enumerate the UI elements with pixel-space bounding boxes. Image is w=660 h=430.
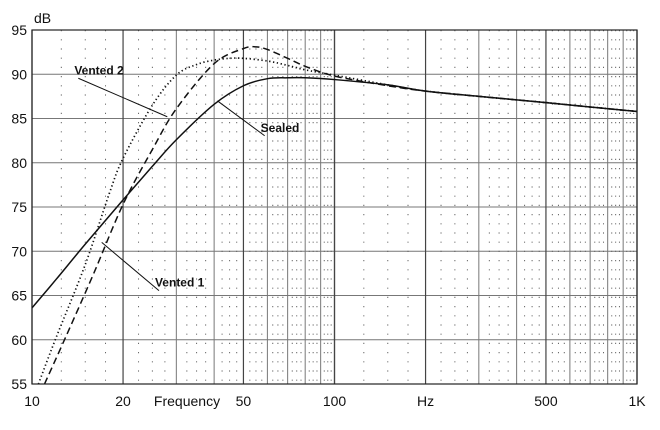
y-tick-label: 70 (11, 243, 27, 259)
series-line-vented-2 (37, 57, 638, 385)
y-axis-label: dB (34, 10, 51, 26)
series-layer (31, 45, 638, 385)
annotation-label: Sealed (261, 121, 300, 135)
y-tick-label: 95 (11, 22, 27, 38)
annotation-label: Vented 1 (155, 276, 205, 290)
y-tick-label: 65 (11, 288, 27, 304)
x-tick-label: 10 (24, 393, 40, 409)
y-tick-label: 60 (11, 332, 27, 348)
x-tick-label: 1K (628, 393, 646, 409)
x-tick-label: 100 (323, 393, 347, 409)
annotation-leader (217, 100, 265, 137)
y-tick-label: 85 (11, 111, 27, 127)
y-tick-label: 55 (11, 376, 27, 392)
x-tick-label: Hz (417, 393, 434, 409)
annotation-label: Vented 2 (74, 63, 124, 77)
x-tick-label: 500 (534, 393, 558, 409)
x-tick-label: 50 (236, 393, 252, 409)
x-tick-label: 20 (115, 393, 131, 409)
annotation-leader (101, 242, 160, 292)
plot-border (31, 29, 638, 385)
y-tick-label: 80 (11, 155, 27, 171)
tick-label-layer: 55 60 65 70 75 80 85 90 95 10 20 50 100 Hz 500 1K (11, 22, 646, 409)
plot-frame (31, 29, 638, 385)
annotation-leader (78, 77, 168, 118)
grid (31, 29, 638, 385)
y-tick-label: 75 (11, 199, 27, 215)
y-tick-label: 90 (11, 66, 27, 82)
annotation-layer: Vented 2 Sealed Vented 1 (74, 63, 300, 292)
series-line-vented-1 (43, 45, 638, 385)
x-axis-label: Frequency (154, 393, 220, 409)
